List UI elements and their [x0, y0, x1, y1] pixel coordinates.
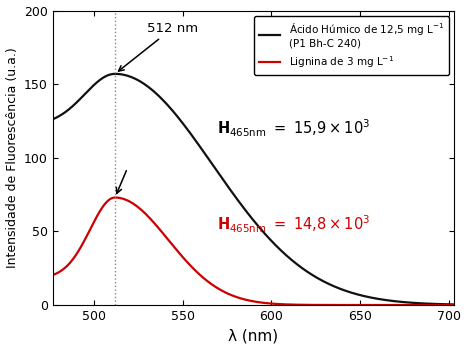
- Y-axis label: Intensidade de Fluorescência (u.a.): Intensidade de Fluorescência (u.a.): [6, 47, 19, 268]
- Text: 512 nm: 512 nm: [119, 22, 198, 71]
- Text: $\mathbf{H}_{465\mathrm{nm}}\ =\ 15{,}9\times10^3$: $\mathbf{H}_{465\mathrm{nm}}\ =\ 15{,}9\…: [218, 118, 371, 139]
- X-axis label: λ (nm): λ (nm): [228, 328, 279, 343]
- Text: $\mathbf{H}_{465\mathrm{nm}}\ =\ 14{,}8\times10^3$: $\mathbf{H}_{465\mathrm{nm}}\ =\ 14{,}8\…: [218, 213, 371, 235]
- Legend: Ácido Húmico de 12,5 mg L$^{-1}$
(P1 Bh-C 240), Lignina de 3 mg L$^{-1}$: Ácido Húmico de 12,5 mg L$^{-1}$ (P1 Bh-…: [254, 16, 449, 75]
